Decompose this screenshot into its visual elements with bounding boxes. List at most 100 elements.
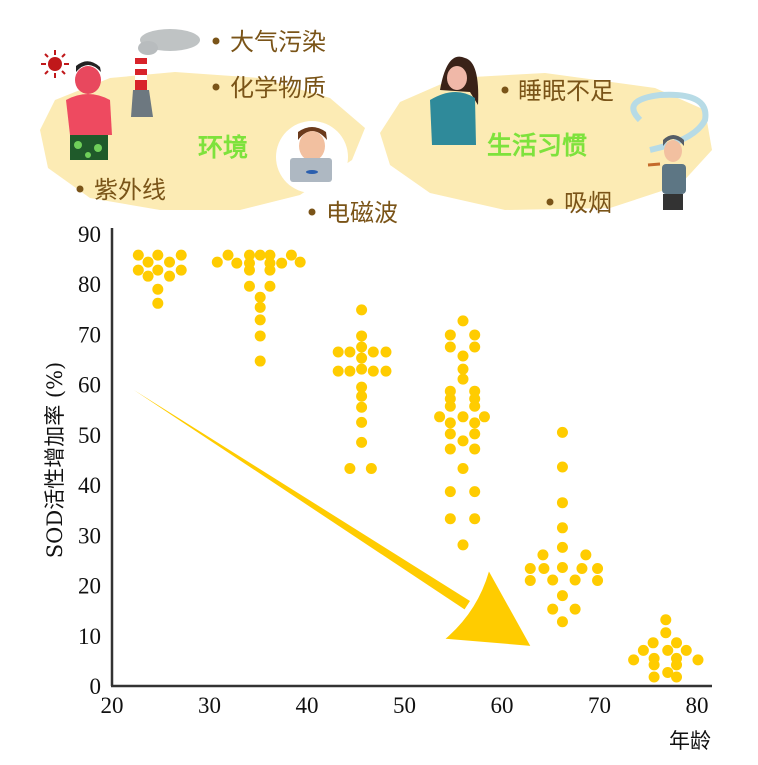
data-point: [356, 330, 368, 342]
data-point: [457, 463, 469, 475]
data-point: [444, 329, 456, 341]
data-point: [569, 574, 581, 586]
data-point: [680, 644, 692, 656]
x-axis-label: 年龄: [669, 729, 711, 753]
data-point: [457, 539, 469, 551]
axes: [110, 228, 712, 688]
data-point: [524, 562, 536, 574]
data-point: [132, 249, 144, 261]
lifestyle-title: 生活习惯: [487, 131, 587, 160]
data-point: [660, 614, 672, 626]
data-point: [647, 637, 659, 649]
data-point: [254, 355, 266, 367]
arrow-shaft: [133, 389, 470, 610]
data-point: [628, 654, 640, 666]
smoking-man-icon: [630, 91, 709, 210]
data-point: [444, 341, 456, 353]
label-chemicals: 化学物质: [230, 74, 326, 102]
data-point: [547, 574, 559, 586]
data-point: [142, 270, 154, 282]
data-point: [592, 562, 604, 574]
lifestyle-panel: 生活习惯 睡眠不足 吸烟: [380, 56, 712, 217]
y-tick-label: 60: [78, 373, 101, 398]
data-point: [356, 390, 368, 402]
label-electromagnetic: 电磁波: [326, 199, 398, 227]
data-point: [254, 249, 266, 261]
x-tick-label: 80: [686, 693, 709, 718]
data-point: [662, 666, 674, 678]
data-point: [222, 249, 234, 261]
data-point: [344, 365, 356, 377]
data-point: [469, 443, 481, 455]
data-point: [671, 671, 683, 683]
data-point: [132, 264, 144, 276]
data-point: [444, 513, 456, 525]
data-point: [457, 350, 469, 362]
data-point: [243, 249, 255, 261]
x-tick-label: 50: [393, 693, 416, 718]
x-tick-label: 70: [588, 693, 611, 718]
data-point: [152, 249, 164, 261]
data-point: [569, 603, 581, 615]
data-point: [142, 256, 154, 268]
data-point: [152, 283, 164, 295]
data-point: [444, 428, 456, 440]
sun-icon: [41, 50, 69, 78]
data-point: [444, 486, 456, 498]
data-point: [648, 659, 660, 671]
data-point: [264, 264, 276, 276]
sunburned-man-icon: [66, 61, 112, 160]
data-points: [132, 249, 704, 683]
data-point: [469, 393, 481, 405]
data-point: [547, 603, 559, 615]
environment-panel: 环境 大气污染 化学物质 紫外线 电磁波: [40, 28, 398, 227]
data-point: [152, 264, 164, 276]
data-point: [231, 257, 243, 269]
data-point: [444, 393, 456, 405]
data-point: [254, 314, 266, 326]
data-point: [434, 411, 446, 423]
data-point: [556, 590, 568, 602]
data-point: [243, 280, 255, 292]
factory-chimney-icon: [131, 29, 200, 117]
data-point: [444, 443, 456, 455]
data-point: [469, 341, 481, 353]
data-point: [662, 644, 674, 656]
y-tick-label: 40: [78, 473, 101, 498]
data-point: [243, 264, 255, 276]
data-point: [294, 256, 306, 268]
x-tick-label: 40: [296, 693, 319, 718]
x-tick-label: 20: [101, 693, 124, 718]
data-point: [356, 436, 368, 448]
data-point: [356, 363, 368, 375]
x-tick-label: 60: [491, 693, 514, 718]
data-point: [580, 549, 592, 561]
y-tick-label: 30: [78, 523, 101, 548]
data-point: [254, 291, 266, 303]
label-ultraviolet: 紫外线: [94, 176, 166, 204]
data-point: [457, 363, 469, 375]
data-point: [356, 341, 368, 353]
data-point: [556, 561, 568, 573]
data-point: [671, 637, 683, 649]
data-point: [556, 616, 568, 628]
data-point: [469, 329, 481, 341]
data-point: [556, 541, 568, 553]
y-tick-label: 0: [90, 674, 102, 699]
data-point: [592, 575, 604, 587]
data-point: [285, 249, 297, 261]
data-point: [264, 249, 276, 261]
data-point: [380, 365, 392, 377]
data-point: [556, 426, 568, 438]
data-point: [648, 671, 660, 683]
y-tick-label: 90: [78, 222, 101, 247]
data-point: [164, 270, 176, 282]
data-point: [344, 346, 356, 358]
data-point: [254, 301, 266, 313]
data-point: [367, 346, 379, 358]
data-point: [692, 654, 704, 666]
data-point: [637, 644, 649, 656]
x-tick-label: 30: [198, 693, 221, 718]
data-point: [356, 352, 368, 364]
